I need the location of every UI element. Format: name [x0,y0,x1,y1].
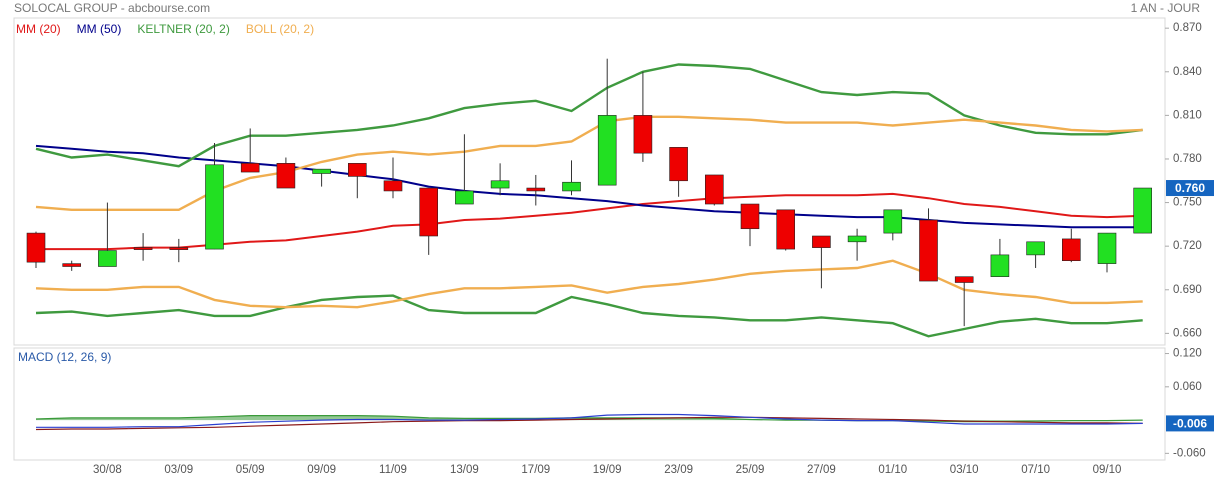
legend-entry: MM (50) [77,22,122,36]
indicator-line [35,144,1143,229]
candle-body [62,263,82,267]
candle-body [169,247,189,250]
candle-body [205,164,224,250]
legend-entry: KELTNER (20, 2) [137,22,229,36]
macd-line [36,413,1143,428]
x-tick-label: 27/09 [807,464,836,476]
indicator-line [35,63,1143,168]
y-tick-label: 0.870 [1173,22,1202,34]
x-tick-label: 19/09 [593,464,622,476]
value-box-label: -0.006 [1173,417,1207,431]
price-panel [13,17,1166,346]
y-tick-label: 0.060 [1173,381,1202,393]
macd-line [35,416,1143,431]
y-tick-label: 0.120 [1173,348,1202,360]
candle-body [383,180,403,192]
y-tick-label: 0.660 [1173,327,1202,339]
x-tick-label: 05/09 [236,464,265,476]
candle-body [1097,232,1117,264]
candle-body [954,276,974,283]
candle-body [276,163,296,189]
candle-body [1062,238,1081,262]
period: 1 AN - JOUR [1131,1,1201,15]
x-tick-label: 30/08 [93,464,122,476]
candle-body [1026,241,1045,256]
candle-body [740,203,760,230]
candle-body [812,235,831,248]
candle-body [562,181,581,192]
candle-body [98,250,117,267]
candle-body [347,163,367,177]
indicator-line [35,294,1143,338]
candle-body [883,209,903,234]
candle-body [669,147,688,182]
value-box [1166,415,1214,432]
candle-body [1133,187,1152,234]
value-box [1166,180,1214,197]
legend-entry: MM (20) [16,22,61,36]
y-tick-label: 0.720 [1173,240,1202,252]
candle-body [633,115,653,154]
y-tick-label: 0.780 [1173,153,1202,165]
y-tick-label: 0.840 [1173,66,1202,78]
legend-entry: BOLL (20, 2) [246,22,314,36]
x-tick-label: 03/10 [950,464,979,476]
candle-body [133,247,153,250]
candle-body [312,168,331,174]
x-tick-label: 07/10 [1021,464,1050,476]
x-tick-label: 01/10 [878,464,907,476]
x-tick-label: 25/09 [736,464,765,476]
value-box-label: 0.760 [1175,181,1205,195]
candle-body [455,190,474,205]
candle-body [490,180,510,189]
indicator-line [35,115,1143,211]
macd-panel [13,347,1166,461]
x-tick-label: 09/10 [1093,464,1122,476]
candle-body [419,187,439,237]
candle-body [240,163,260,173]
y-tick-label: 0.690 [1173,284,1202,296]
candle-body [26,232,46,263]
candle-body [704,174,724,205]
x-tick-label: 17/09 [521,464,550,476]
x-tick-label: 23/09 [664,464,693,476]
x-tick-label: 11/09 [379,464,407,476]
candle-body [919,219,938,282]
x-tick-label: 09/09 [307,464,336,476]
chart-title: SOLOCAL GROUP - abcbourse.com [14,1,210,15]
macd-title: MACD (12, 26, 9) [18,350,111,364]
candle-body [597,115,617,186]
candle-body [526,187,546,192]
indicator-line [35,259,1143,309]
indicator-line [36,192,1143,251]
candle-body [776,209,796,250]
candle-body [990,254,1010,277]
y-tick-label: 0.750 [1173,197,1202,209]
x-tick-label: 03/09 [164,464,193,476]
x-tick-label: 13/09 [450,464,479,476]
candle-body [847,235,867,243]
y-tick-label: -0.060 [1173,447,1206,459]
y-tick-label: 0.810 [1173,109,1202,121]
